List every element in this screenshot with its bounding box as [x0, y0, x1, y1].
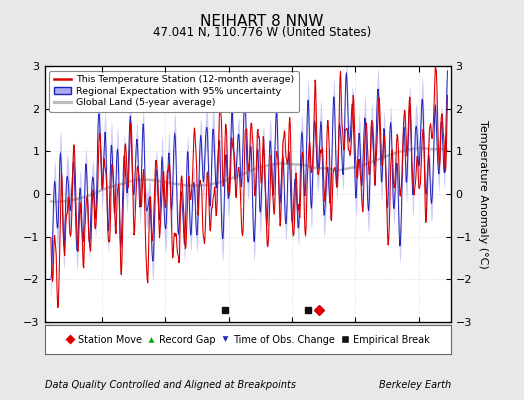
Legend: This Temperature Station (12-month average), Regional Expectation with 95% uncer: This Temperature Station (12-month avera…	[49, 71, 299, 112]
Text: Data Quality Controlled and Aligned at Breakpoints: Data Quality Controlled and Aligned at B…	[45, 380, 296, 390]
Legend: Station Move, Record Gap, Time of Obs. Change, Empirical Break: Station Move, Record Gap, Time of Obs. C…	[64, 333, 431, 346]
Text: NEIHART 8 NNW: NEIHART 8 NNW	[200, 14, 324, 29]
Text: 47.041 N, 110.776 W (United States): 47.041 N, 110.776 W (United States)	[153, 26, 371, 39]
Y-axis label: Temperature Anomaly (°C): Temperature Anomaly (°C)	[477, 120, 487, 268]
Text: Berkeley Earth: Berkeley Earth	[378, 380, 451, 390]
